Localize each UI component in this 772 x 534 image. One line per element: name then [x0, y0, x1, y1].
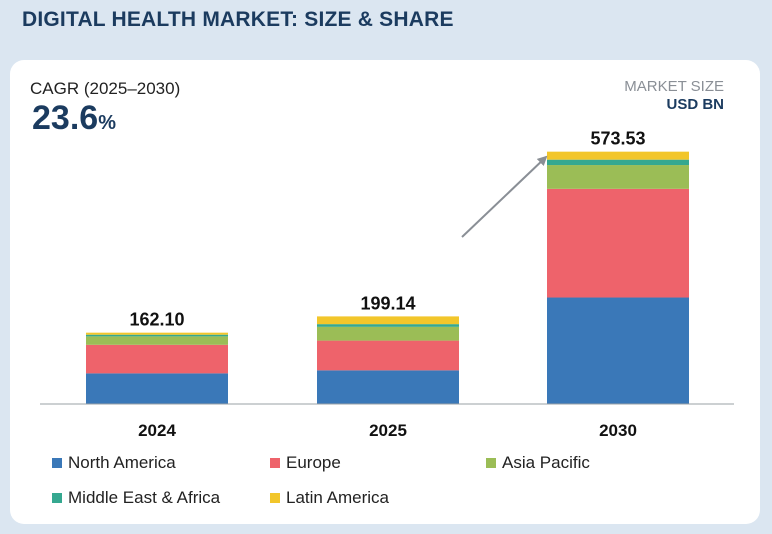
bar-chart: 162.10 2024 199.14 2025 573.53 2030 — [40, 129, 734, 440]
total-label-2030: 573.53 — [590, 129, 645, 149]
market-size-label: MARKET SIZE — [624, 78, 724, 95]
x-tick-2025: 2025 — [369, 421, 407, 440]
x-tick-2030: 2030 — [599, 421, 637, 440]
legend-label: Europe — [286, 453, 341, 472]
bar-2024-europe — [86, 344, 228, 374]
bar-stacks — [86, 151, 689, 404]
legend-item-asia-pacific: Asia Pacific — [486, 453, 590, 473]
bar-2025-asia-pacific — [317, 326, 459, 341]
legend-item-north-america: North America — [52, 453, 176, 473]
cagr-number: 23.6 — [32, 99, 99, 137]
bar-2030-latin-america — [547, 151, 689, 160]
bar-2025-middle-east-africa — [317, 324, 459, 327]
growth-arrow — [461, 155, 548, 238]
bar-2025-latin-america — [317, 316, 459, 325]
total-label-2025: 199.14 — [360, 293, 415, 313]
legend-item-europe: Europe — [270, 453, 341, 473]
legend-swatch — [52, 493, 62, 503]
cagr-unit: % — [98, 112, 116, 134]
chart-card: CAGR (2025–2030) 23.6% MARKET SIZE USD B… — [10, 60, 760, 524]
chart-title: DIGITAL HEALTH MARKET: SIZE & SHARE — [22, 8, 454, 31]
cagr-label: CAGR (2025–2030) — [30, 79, 181, 98]
market-size-unit: USD BN — [666, 96, 724, 113]
bar-labels: 162.10 2024 199.14 2025 573.53 2030 — [129, 129, 645, 440]
legend-swatch — [52, 458, 62, 468]
legend-swatch — [270, 458, 280, 468]
total-label-2024: 162.10 — [129, 310, 184, 330]
legend-label: Asia Pacific — [502, 453, 590, 472]
bar-2030-middle-east-africa — [547, 159, 689, 166]
legend-item-middle-east-africa: Middle East & Africa — [52, 488, 220, 508]
legend-swatch — [486, 458, 496, 468]
legend-item-latin-america: Latin America — [270, 488, 389, 508]
legend-label: Latin America — [286, 488, 389, 507]
bar-2024-middle-east-africa — [86, 334, 228, 337]
legend-label: Middle East & Africa — [68, 488, 221, 507]
bar-2025-europe — [317, 340, 459, 371]
bar-2030-north-america — [547, 297, 689, 404]
bar-2024-asia-pacific — [86, 336, 228, 345]
bar-2030-europe — [547, 188, 689, 298]
legend-label: North America — [68, 453, 176, 472]
bar-2025-north-america — [317, 370, 459, 404]
bar-2024-latin-america — [86, 332, 228, 335]
cagr-value: 23.6% — [32, 99, 116, 138]
x-tick-2024: 2024 — [138, 421, 176, 440]
legend-swatch — [270, 493, 280, 503]
bar-2030-asia-pacific — [547, 165, 689, 189]
bar-2024-north-america — [86, 373, 228, 404]
